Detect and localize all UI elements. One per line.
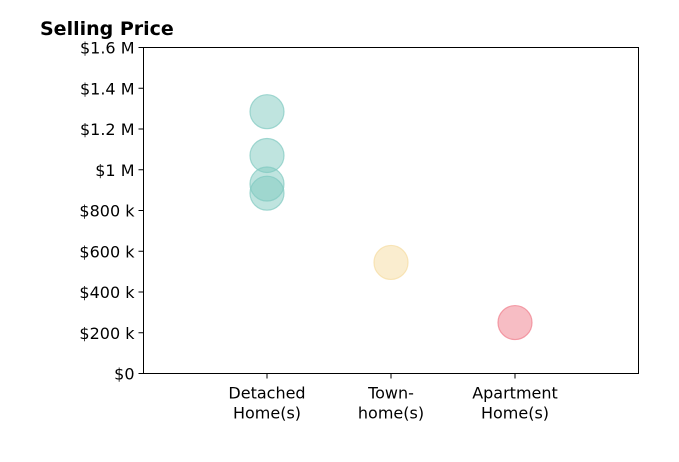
y-tick-label: $1 M: [95, 161, 134, 180]
y-tick-label: $600 k: [79, 242, 135, 261]
points-layer: [249, 94, 533, 341]
x-tick-label: home(s): [358, 404, 424, 423]
x-axis: DetachedHome(s)Town-home(s)ApartmentHome…: [228, 373, 558, 423]
x-tick-label: Home(s): [481, 404, 549, 423]
y-tick-label: $800 k: [79, 202, 135, 221]
chart-title: Selling Price: [40, 18, 174, 40]
y-tick-label: $200 k: [79, 324, 135, 343]
x-tick-label: Town-: [367, 384, 414, 403]
data-point: [249, 175, 285, 211]
y-tick-label: $0: [114, 365, 134, 384]
x-tick-label: Detached: [228, 384, 305, 403]
y-tick-label: $400 k: [79, 283, 135, 302]
data-point: [249, 94, 285, 130]
y-tick-label: $1.2 M: [80, 120, 135, 139]
data-point: [373, 244, 409, 281]
x-tick-label: Apartment: [472, 384, 558, 403]
x-tick-label: Home(s): [233, 404, 301, 423]
plot-frame: [143, 47, 639, 374]
data-point: [497, 304, 533, 341]
y-tick-label: $1.6 M: [80, 39, 135, 58]
y-tick-label: $1.4 M: [80, 79, 135, 98]
y-axis: $0 $200 k $400 k $600 k $800 k $1 M $1.2 M $1.4…: [79, 39, 144, 384]
